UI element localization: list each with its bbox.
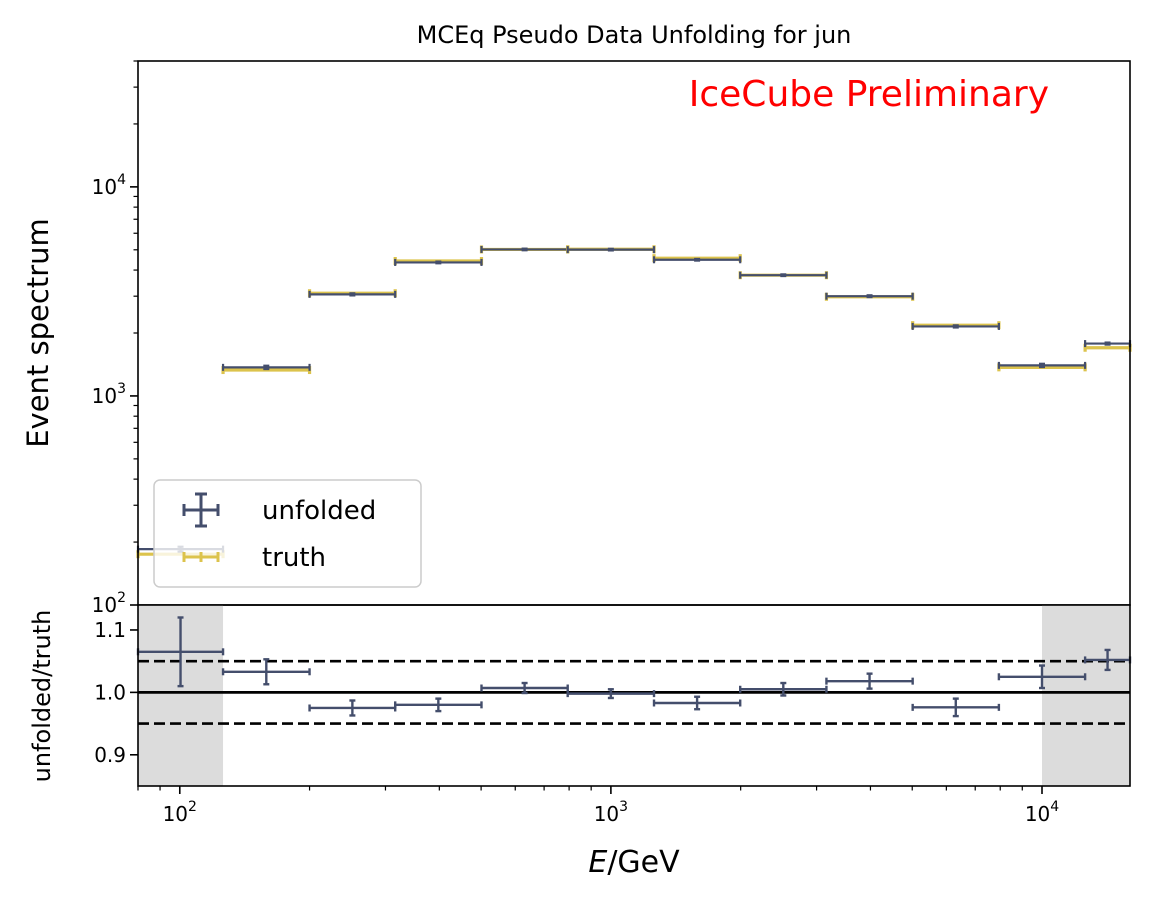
ratio-point-5 [566,688,656,700]
main-y-tick-label-1-exp: 3 [117,381,126,397]
x-tick-label-1-exp: 3 [619,799,628,815]
legend-truth-label: truth [262,543,326,573]
ratio-ylabel: unfolded/truth [28,610,56,783]
x-tick-label-0-exp: 2 [188,799,197,815]
ratio-point-2 [308,699,397,717]
x-tick-label-1-base: 10 [594,802,619,826]
unfolded-point-8 [825,292,914,300]
x-tick-label-2: 104 [1025,799,1059,826]
main-y-tick-label-1: 103 [92,381,126,408]
legend-box [153,479,422,588]
main-ylabel: Event spectrum [21,218,55,448]
ratio-point-3 [393,697,483,713]
unfolded-point-4 [480,245,569,253]
ratio-shaded-region-1 [1042,605,1130,786]
unfolded-point-5 [566,246,656,254]
x-axis-label-var: E [588,845,607,880]
icecube-annotation: IceCube Preliminary [689,74,1049,115]
x-tick-label-2-base: 10 [1025,802,1050,826]
ratio-ticks: 0.9 1.0 1.1 [94,618,138,767]
x-axis-label: E/GeV [588,845,680,880]
x-ticks: 102 103 104 [137,786,1059,826]
unfolded-point-11 [1084,340,1132,348]
main-y-tick-label-0: 102 [92,590,126,617]
x-tick-label-0: 102 [163,799,197,826]
x-tick-label-2-exp: 4 [1050,799,1059,815]
main-y-tick-label-2-exp: 4 [117,172,126,188]
ratio-point-10 [997,664,1087,690]
main-y-tick-label-1-base: 10 [92,384,117,408]
main-y-tick-label-0-exp: 2 [117,590,126,606]
ratio-point-9 [911,697,1001,718]
unfolded-point-7 [739,271,828,279]
ratio-point-6 [652,695,742,711]
unfolded-point-9 [911,322,1000,330]
chart-title: MCEq Pseudo Data Unfolding for jun [417,21,852,49]
ratio-plot-frame [137,604,1131,787]
main-y-tick-label-0-base: 10 [92,593,117,617]
unfolded-point-10 [997,361,1087,369]
unfolded-point-6 [652,256,742,264]
x-tick-label-0-base: 10 [163,802,188,826]
x-tick-label-1: 103 [594,799,628,826]
ratio-plot-marks [136,616,1132,718]
ratio-y-tick-label-1: 1.0 [94,680,126,704]
legend-truth-marker [182,552,220,562]
main-y-tick-label-2: 104 [92,172,126,199]
unfolded-point-3 [394,258,483,266]
ratio-point-7 [738,681,828,697]
ratio-point-8 [825,672,914,690]
ratio-y-tick-label-2: 1.1 [94,618,126,642]
x-axis-label-unit: /GeV [607,845,680,880]
legend: unfolded truth [153,479,422,588]
unfolded-point-1 [221,363,311,371]
ratio-point-1 [221,658,311,686]
ratio-shaded-regions [138,605,1130,786]
main-y-tick-label-2-base: 10 [92,175,117,199]
legend-unfolded-marker [182,492,220,528]
unfolded-point-2 [308,290,397,298]
ratio-y-tick-label-0: 0.9 [94,743,126,767]
legend-unfolded-label: unfolded [262,496,376,526]
